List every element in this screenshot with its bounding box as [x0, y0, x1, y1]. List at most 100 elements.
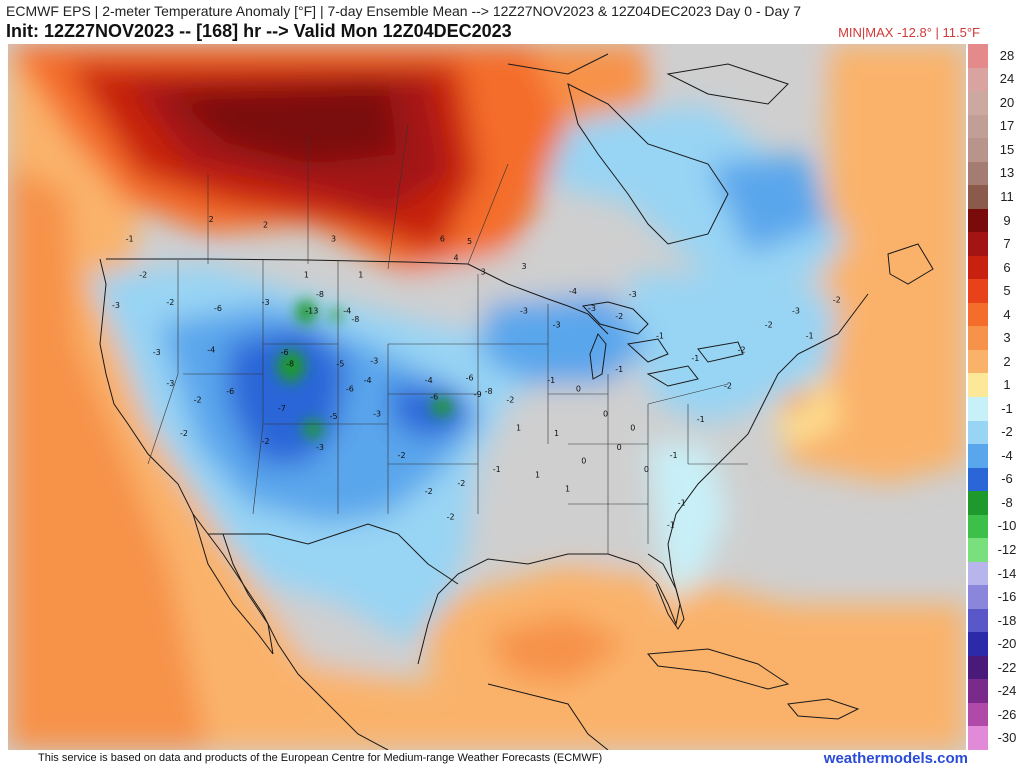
anomaly-value-label: 0 — [603, 409, 608, 418]
anomaly-value-label: -3 — [316, 443, 324, 452]
anomaly-value-label: -3 — [112, 301, 120, 310]
anomaly-value-label: -4 — [207, 346, 215, 355]
colorbar-swatch — [968, 349, 988, 374]
anomaly-value-label: -3 — [166, 379, 174, 388]
colorbar-label: 20 — [999, 94, 1015, 110]
anomaly-value-label: -6 — [430, 393, 438, 402]
anomaly-value-label: -6 — [281, 348, 289, 357]
colorbar-label: -4 — [1001, 447, 1013, 463]
colorbar-swatch — [968, 491, 988, 516]
anomaly-value-label: 0 — [581, 457, 586, 466]
anomaly-value-label: -2 — [833, 295, 841, 304]
anomaly-value-label: -9 — [474, 390, 482, 399]
anomaly-value-label: -4 — [425, 376, 433, 385]
anomaly-value-label: 2 — [209, 215, 214, 224]
colorbar-label: -24 — [997, 683, 1017, 699]
anomaly-value-label: 0 — [617, 443, 622, 452]
colorbar-label: -30 — [997, 730, 1017, 746]
anomaly-value-label: -4 — [569, 287, 577, 296]
anomaly-value-label: -1 — [656, 332, 664, 341]
colorbar-label: 7 — [1003, 236, 1011, 252]
map-title: ECMWF EPS | 2-meter Temperature Anomaly … — [6, 3, 802, 19]
anomaly-value-label: 3 — [331, 234, 336, 243]
anomaly-value-label: 5 — [467, 237, 472, 246]
colorbar-label: 24 — [999, 71, 1015, 87]
anomaly-value-label: -6 — [346, 384, 354, 393]
colorbar-label: -14 — [997, 565, 1017, 581]
colorbar-swatch — [968, 655, 988, 680]
colorbar-swatch — [968, 514, 988, 539]
anomaly-value-label: -3 — [629, 290, 637, 299]
colorbar-swatch — [968, 702, 988, 727]
anomaly-value-label: -5 — [330, 412, 338, 421]
colorbar-swatch — [968, 373, 988, 398]
anomaly-value-label: -3 — [153, 348, 161, 357]
colorbar-swatch — [968, 561, 988, 586]
footer: This service is based on data and produc… — [0, 750, 1024, 768]
anomaly-value-label: -2 — [180, 429, 188, 438]
colorbar-swatch — [968, 185, 988, 210]
colorbar-swatch — [968, 138, 988, 163]
colorbar-swatch — [968, 538, 988, 563]
colorbar-swatch — [968, 67, 988, 92]
anomaly-value-label: -1 — [547, 376, 555, 385]
anomaly-value-label: -8 — [485, 387, 493, 396]
colorbar-label: -26 — [997, 706, 1017, 722]
colorbar-label: -8 — [1001, 494, 1013, 510]
anomaly-value-label: -2 — [724, 382, 732, 391]
anomaly-value-label: -4 — [364, 376, 372, 385]
anomaly-value-label: -1 — [806, 332, 814, 341]
anomaly-value-label: -3 — [370, 357, 378, 366]
colorbar-swatch — [968, 161, 988, 186]
anomaly-value-label: -3 — [373, 409, 381, 418]
colorbar-label: 17 — [999, 118, 1015, 134]
colorbar-swatch — [968, 608, 988, 633]
brand-link[interactable]: weathermodels.com — [823, 750, 968, 767]
anomaly-value-label: 3 — [481, 268, 486, 277]
anomaly-value-label: -6 — [214, 304, 222, 313]
state-boundaries — [147, 123, 748, 554]
anomaly-value-label: -2 — [166, 298, 174, 307]
colorbar-label: -20 — [997, 636, 1017, 652]
colorbar-label: 13 — [999, 165, 1015, 181]
colorbar-label: 3 — [1003, 330, 1011, 346]
colorbar-swatch — [968, 420, 988, 445]
anomaly-value-label: -2 — [457, 479, 465, 488]
anomaly-value-label: 1 — [554, 429, 559, 438]
anomaly-value-label: -6 — [466, 373, 474, 382]
colorbar-label: -16 — [997, 589, 1017, 605]
colorbar-swatch — [968, 208, 988, 233]
colorbar-swatch — [968, 679, 988, 704]
anomaly-value-label: -8 — [351, 315, 359, 324]
anomaly-value-label: -1 — [126, 234, 134, 243]
colorbar-swatch — [968, 397, 988, 422]
anomaly-value-label: 6 — [440, 234, 445, 243]
colorbar-label: -6 — [1001, 471, 1013, 487]
colorbar-label: -1 — [1001, 400, 1013, 416]
colorbar-label: 1 — [1003, 377, 1011, 393]
anomaly-value-label: 1 — [358, 270, 363, 279]
header: ECMWF EPS | 2-meter Temperature Anomaly … — [0, 0, 1024, 44]
anomaly-value-label: 4 — [453, 254, 458, 263]
anomaly-value-label: -3 — [792, 307, 800, 316]
colorbar-label: 9 — [1003, 212, 1011, 228]
anomaly-value-label: -13 — [305, 307, 318, 316]
anomaly-value-label: -8 — [286, 359, 294, 368]
colorbar-label: -22 — [997, 659, 1017, 675]
anomaly-value-label: 1 — [516, 423, 521, 432]
colorbar-label: 11 — [1000, 188, 1014, 204]
colorbar-swatch — [968, 44, 988, 69]
colorbar-label: 28 — [999, 47, 1015, 63]
anomaly-value-label: -2 — [398, 451, 406, 460]
anomaly-value-label: -2 — [765, 320, 773, 329]
colorbar-label: -10 — [997, 518, 1017, 534]
colorbar-swatch — [968, 91, 988, 116]
colorbar-swatch — [968, 232, 988, 257]
colorbar-label: -12 — [997, 541, 1017, 557]
coastline-borders — [99, 53, 934, 750]
colorbar-swatch — [968, 255, 988, 280]
colorbar-swatch — [968, 444, 988, 469]
anomaly-value-label: 3 — [521, 262, 526, 271]
colorbar-swatch — [968, 279, 988, 304]
